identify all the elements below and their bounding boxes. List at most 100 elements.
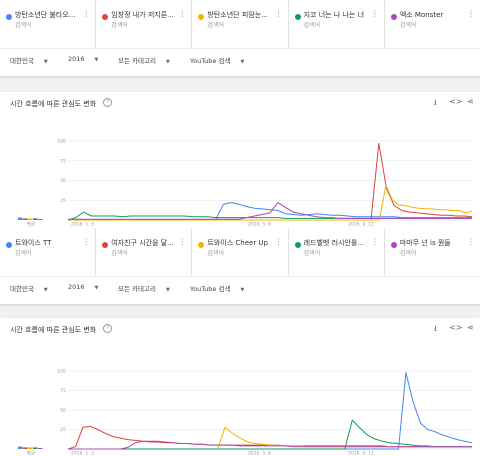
more-vertical-icon[interactable]: ⋮ xyxy=(178,9,187,18)
chart-panel-1: 시간 흐름에 따른 관심도 변화 ? ⭳ <> ⋖ 25 50 75 100 2016.… xyxy=(0,92,480,228)
interest-over-time-chart-2: 25 50 75 100 2016. 1. 3. 2016. 5. 8. 2016. 9. … xyxy=(18,369,473,456)
chevron-down-icon: ▼ xyxy=(43,287,48,293)
series-line xyxy=(68,419,472,450)
series-line xyxy=(68,184,473,221)
term-type: 검색어 xyxy=(111,22,128,29)
category-filter[interactable]: 모든 카테고리 ▼ xyxy=(118,57,170,65)
region-filter[interactable]: 대한민국 ▼ xyxy=(10,285,48,293)
term-name: 방탄소년단 피땀눈... xyxy=(207,11,268,19)
average-bar xyxy=(18,217,23,220)
more-vertical-icon[interactable]: ⋮ xyxy=(467,237,476,246)
term-name: 마마무 넌 is 뭔들 xyxy=(399,239,451,247)
term-card[interactable]: 트와이스 TT 검색어 ⋮ xyxy=(0,228,97,276)
x-tick-label: 2016. 1. 3. xyxy=(71,451,95,456)
year-filter[interactable]: 2016 ▼ xyxy=(68,55,99,63)
term-card[interactable]: 여자친구 시간을 달... 검색어 ⋮ xyxy=(96,228,193,276)
embed-code-icon[interactable]: <> xyxy=(449,97,463,106)
series-color-dot xyxy=(294,14,301,20)
more-vertical-icon[interactable]: ⋮ xyxy=(467,9,476,18)
x-tick-label: 2016. 5. 8. xyxy=(248,451,272,456)
property-filter[interactable]: YouTube 검색 ▼ xyxy=(190,285,245,293)
term-card[interactable]: 트와이스 Cheer Up 검색어 ⋮ xyxy=(192,228,289,276)
term-card[interactable]: 레드벨벳 러시안룰... 검색어 ⋮ xyxy=(289,228,385,276)
term-name: 엑소 Monster xyxy=(399,11,444,19)
term-card[interactable]: 엑소 Monster 검색어 ⋮ xyxy=(385,0,480,48)
chevron-down-icon: ▼ xyxy=(165,59,170,65)
help-circle-icon[interactable]: ? xyxy=(103,98,112,107)
term-name: 방탄소년단 불타오... xyxy=(15,11,76,19)
more-vertical-icon[interactable]: ⋮ xyxy=(82,9,91,18)
y-tick-label: 75 xyxy=(60,388,66,394)
series-color-dot xyxy=(198,242,205,248)
average-bar xyxy=(23,447,28,449)
share-icon[interactable]: ⋖ xyxy=(467,323,474,332)
average-bar xyxy=(33,447,38,449)
more-vertical-icon[interactable]: ⋮ xyxy=(82,237,91,246)
average-label: 평균 xyxy=(27,450,35,456)
series-color-dot xyxy=(390,242,397,248)
term-card[interactable]: 방탄소년단 피땀눈... 검색어 ⋮ xyxy=(192,0,289,48)
interest-over-time-chart-1: 25 50 75 100 2016. 1. 3. 2016. 5. 8. 2016. 9. … xyxy=(18,139,473,228)
embed-code-icon[interactable]: <> xyxy=(449,323,463,332)
series-color-dot xyxy=(390,14,397,20)
term-type: 검색어 xyxy=(399,250,417,257)
series-line xyxy=(68,440,472,450)
x-tick-label: 2016. 9. 11. xyxy=(348,451,375,456)
chart-title: 시간 흐름에 따른 관심도 변화 xyxy=(10,326,97,334)
more-vertical-icon[interactable]: ⋮ xyxy=(178,237,187,246)
chart-header: 시간 흐름에 따른 관심도 변화 ? ⭳ <> ⋖ xyxy=(0,92,480,114)
average-bar xyxy=(33,218,38,220)
term-name: 레드벨벳 러시안룰... xyxy=(303,239,365,247)
more-vertical-icon[interactable]: ⋮ xyxy=(274,237,283,246)
y-tick-label: 50 xyxy=(60,178,66,184)
y-tick-label: 100 xyxy=(57,369,66,375)
y-tick-label: 50 xyxy=(60,408,66,414)
download-icon[interactable]: ⭳ xyxy=(434,98,437,107)
share-icon[interactable]: ⋖ xyxy=(467,97,474,106)
year-filter[interactable]: 2016 ▼ xyxy=(68,283,99,291)
terms-panel-1: 방탄소년단 불타오... 검색어 ⋮ 임창정 내가 저지른... 검색어 ⋮ 방… xyxy=(0,0,480,76)
average-bar xyxy=(18,446,23,449)
y-tick-label: 75 xyxy=(60,158,66,164)
y-tick-label: 25 xyxy=(60,198,66,204)
term-name: 임창정 내가 저지른... xyxy=(111,11,174,19)
help-circle-icon[interactable]: ? xyxy=(103,324,112,333)
term-type: 검색어 xyxy=(15,22,32,29)
term-type: 검색어 xyxy=(15,250,32,257)
term-type: 검색어 xyxy=(207,22,224,29)
term-card[interactable]: 방탄소년단 불타오... 검색어 ⋮ xyxy=(0,0,97,48)
term-name: 여자친구 시간을 달... xyxy=(111,239,174,247)
more-vertical-icon[interactable]: ⋮ xyxy=(370,9,379,18)
term-type: 검색어 xyxy=(303,22,321,29)
average-label: 평균 xyxy=(27,221,35,228)
more-vertical-icon[interactable]: ⋮ xyxy=(274,9,283,18)
x-tick-label: 2016. 1. 3. xyxy=(71,222,95,228)
term-card[interactable]: 지코 너는 나 나는 너 검색어 ⋮ xyxy=(289,0,385,48)
chevron-down-icon: ▼ xyxy=(94,285,99,291)
chart-header: 시간 흐름에 따른 관심도 변화 ? ⭳ <> ⋖ xyxy=(0,318,480,340)
average-bar xyxy=(28,218,33,220)
term-card[interactable]: 마마무 넌 is 뭔들 검색어 ⋮ xyxy=(385,228,480,276)
more-vertical-icon[interactable]: ⋮ xyxy=(370,237,379,246)
chevron-down-icon: ▼ xyxy=(240,287,245,293)
average-bar xyxy=(23,218,28,220)
term-name: 지코 너는 나 나는 너 xyxy=(303,11,365,19)
region-filter[interactable]: 대한민국 ▼ xyxy=(10,57,48,65)
terms-row-1: 방탄소년단 불타오... 검색어 ⋮ 임창정 내가 저지른... 검색어 ⋮ 방… xyxy=(0,0,480,48)
term-type: 검색어 xyxy=(399,22,417,29)
chevron-down-icon: ▼ xyxy=(94,57,99,63)
download-icon[interactable]: ⭳ xyxy=(434,324,437,333)
term-type: 검색어 xyxy=(111,250,128,257)
term-card[interactable]: 임창정 내가 저지른... 검색어 ⋮ xyxy=(96,0,193,48)
terms-panel-2: 트와이스 TT 검색어 ⋮ 여자친구 시간을 달... 검색어 ⋮ 트와이스 C… xyxy=(0,228,480,304)
filters-row-1: 대한민국 ▼ 2016 ▼ 모든 카테고리 ▼ YouTube 검색 ▼ xyxy=(0,48,480,73)
series-color-dot xyxy=(102,14,109,20)
filters-row-2: 대한민국 ▼ 2016 ▼ 모든 카테고리 ▼ YouTube 검색 ▼ xyxy=(0,276,480,301)
category-filter[interactable]: 모든 카테고리 ▼ xyxy=(118,285,170,293)
chart-panel-2: 시간 흐름에 따른 관심도 변화 ? ⭳ <> ⋖ 25 50 75 100 2016.… xyxy=(0,318,480,456)
terms-row-2: 트와이스 TT 검색어 ⋮ 여자친구 시간을 달... 검색어 ⋮ 트와이스 C… xyxy=(0,228,480,276)
property-filter[interactable]: YouTube 검색 ▼ xyxy=(190,57,245,65)
series-color-dot xyxy=(294,242,301,248)
series-color-dot xyxy=(6,242,12,248)
x-tick-label: 2016. 9. 11. xyxy=(348,222,375,228)
